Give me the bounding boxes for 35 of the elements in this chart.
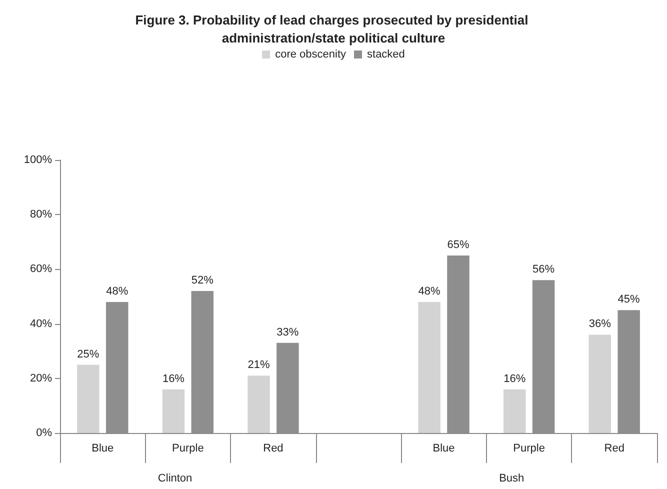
data-label: 65% xyxy=(447,239,470,252)
data-label: 52% xyxy=(191,274,214,287)
y-tick-label: 60% xyxy=(30,263,52,276)
y-tick-label: 100% xyxy=(24,154,52,166)
data-label: 16% xyxy=(162,372,185,385)
data-label: 48% xyxy=(106,285,128,298)
bar xyxy=(503,389,526,433)
data-label: 48% xyxy=(418,285,441,298)
data-label: 56% xyxy=(532,264,555,276)
chart-title: Figure 3. Probability of lead charges prosecuted by presidential administration/state political culture xyxy=(135,12,532,46)
x-tick-label: Blue xyxy=(92,442,114,454)
data-label: 16% xyxy=(504,372,526,385)
y-tick-label: 80% xyxy=(30,208,52,221)
data-label: 21% xyxy=(248,359,270,372)
data-label: 25% xyxy=(77,348,100,360)
y-tick-label: 20% xyxy=(30,372,52,384)
data-label: 45% xyxy=(618,294,640,306)
x-tick-label: Blue xyxy=(432,442,455,454)
bar xyxy=(77,364,100,433)
x-tick-label: Purple xyxy=(513,442,545,454)
y-tick-label: 40% xyxy=(30,318,52,330)
x-tick-label: Purple xyxy=(172,442,204,454)
data-label: 36% xyxy=(588,318,612,330)
bar xyxy=(248,376,270,433)
text: Bush xyxy=(499,472,524,484)
legend-label: stacked xyxy=(367,48,405,60)
x-tick-label: Red xyxy=(604,442,624,454)
bar xyxy=(418,302,440,433)
bar xyxy=(162,389,185,433)
x-tick-label: Red xyxy=(263,442,284,454)
text: Clinton xyxy=(158,472,192,484)
y-tick-label: 0% xyxy=(36,427,52,439)
legend-label: core obscenity xyxy=(275,48,347,60)
data-label: 33% xyxy=(276,326,299,338)
bar xyxy=(588,334,612,433)
